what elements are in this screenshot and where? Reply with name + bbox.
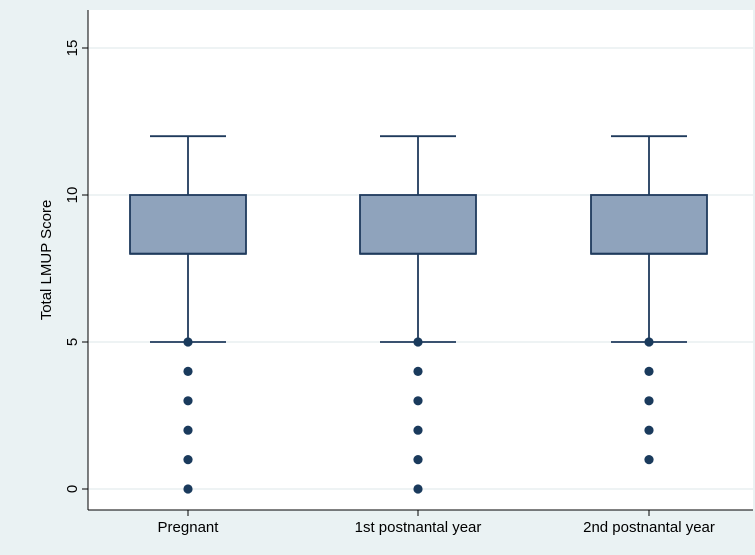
outlier-point: [413, 484, 423, 494]
box-group-3: [590, 135, 708, 465]
outlier-point: [644, 455, 654, 465]
y-tick-label: 5: [64, 338, 81, 346]
box-group-2: [359, 135, 477, 494]
outlier-point: [183, 366, 193, 376]
y-tick-label: 15: [64, 40, 81, 57]
x-axis-ticks: Pregnant 1st postnantal year 2nd postnanta…: [158, 510, 715, 536]
y-axis-ticks: 0 5 10 15: [64, 40, 88, 493]
x-tick-label: 1st postnantal year: [355, 519, 482, 536]
y-tick-label: 10: [64, 187, 81, 204]
outlier-point: [183, 425, 193, 435]
outlier-point: [644, 366, 654, 376]
outlier-point: [183, 455, 193, 465]
box-series: [129, 135, 708, 494]
outlier-point: [183, 337, 193, 347]
outlier-point: [183, 396, 193, 406]
y-axis-title: Total LMUP Score: [38, 200, 55, 321]
x-tick-label: Pregnant: [158, 519, 220, 536]
box-iqr: [129, 194, 247, 255]
outlier-point: [183, 484, 193, 494]
outlier-point: [413, 425, 423, 435]
outlier-point: [413, 396, 423, 406]
outlier-point: [413, 337, 423, 347]
outlier-point: [413, 366, 423, 376]
x-tick-label: 2nd postnantal year: [583, 519, 715, 536]
outlier-point: [644, 396, 654, 406]
box-group-1: [129, 135, 247, 494]
outlier-point: [644, 425, 654, 435]
box-iqr: [590, 194, 708, 255]
box-iqr: [359, 194, 477, 255]
y-tick-label: 0: [64, 485, 81, 493]
outlier-point: [413, 455, 423, 465]
outlier-point: [644, 337, 654, 347]
